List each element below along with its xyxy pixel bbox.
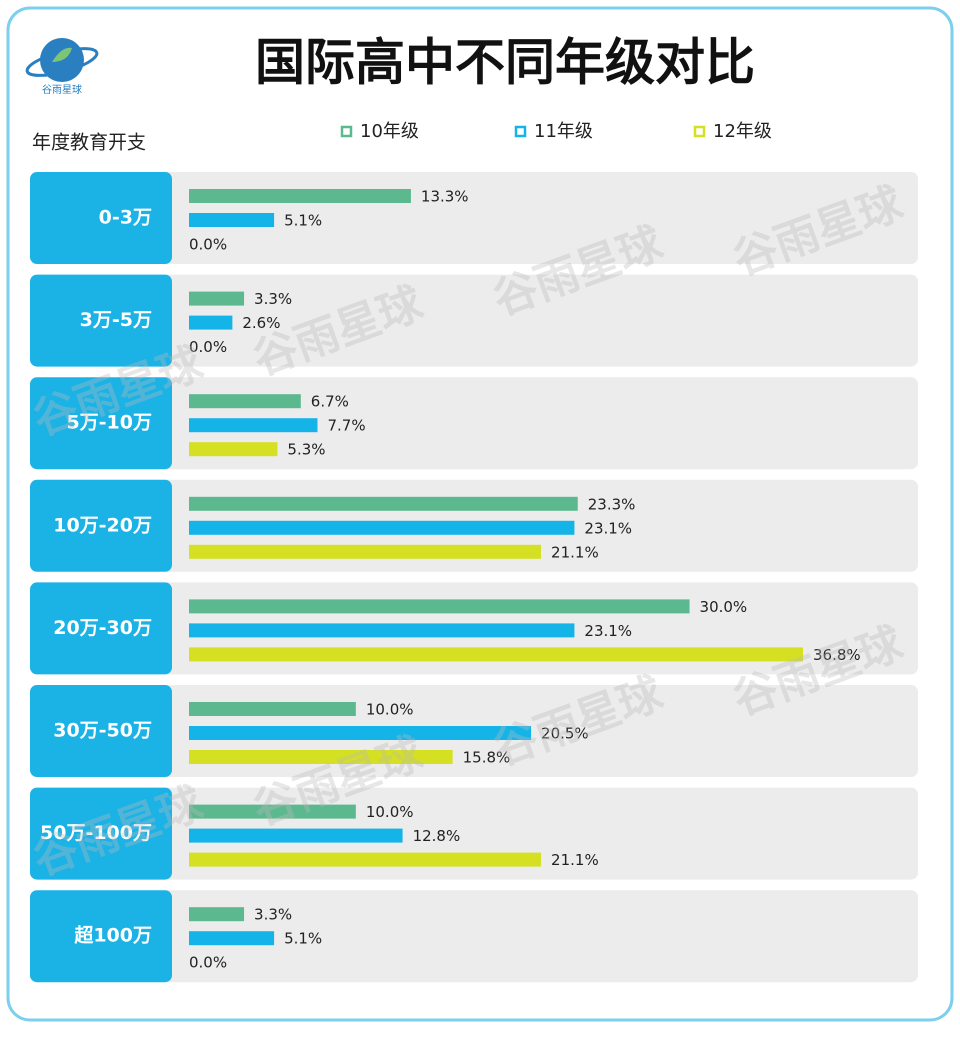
value-label: 7.7% [327, 417, 365, 435]
legend: 10年级 11年级 12年级 [340, 121, 772, 142]
value-label: 3.3% [254, 290, 292, 308]
bar [189, 418, 318, 433]
value-label: 12.8% [413, 827, 461, 845]
value-label: 23.3% [588, 495, 636, 513]
bar [189, 931, 275, 946]
category-label: 0-3万 [99, 207, 152, 229]
category-box [30, 685, 172, 777]
value-label: 5.1% [284, 930, 322, 948]
legend-label: 12年级 [713, 121, 772, 142]
category-box [30, 890, 172, 983]
value-label: 23.1% [584, 519, 632, 537]
bar [189, 750, 453, 764]
category-box [30, 787, 172, 880]
bar [189, 291, 245, 306]
value-label: 21.1% [551, 543, 599, 561]
bar [189, 702, 356, 716]
row: 20万-30万 30.0% 23.1% 36.8% [30, 582, 918, 675]
logo-text: 谷雨星球 [42, 83, 82, 96]
bar [189, 544, 542, 559]
chart-title: 国际高中不同年级对比 [255, 34, 755, 92]
value-label: 0.0% [189, 338, 227, 356]
value-label: 5.1% [284, 212, 322, 230]
bar [189, 907, 245, 922]
value-label: 20.5% [541, 725, 589, 743]
value-label: 10.0% [366, 701, 414, 719]
category-box [30, 479, 172, 572]
row-background [160, 377, 918, 470]
value-label: 23.1% [584, 622, 632, 640]
bar [189, 520, 575, 535]
legend-swatch [693, 125, 706, 138]
legend-swatch [514, 125, 527, 138]
row: 3万-5万 3.3% 2.6% 0.0% [30, 274, 918, 367]
category-label: 10万-20万 [53, 514, 152, 536]
row: 5万-10万 6.7% 7.7%5.3% [30, 377, 918, 470]
category-box [30, 582, 172, 675]
legend-label: 10年级 [360, 121, 419, 142]
category-label: 5万-10万 [66, 412, 152, 434]
value-label: 6.7% [311, 393, 349, 411]
logo: 谷雨星球 [25, 38, 99, 96]
row: 30万-50万 10.0% 20.5% 15.8% [30, 685, 918, 777]
bar [189, 315, 233, 330]
bar [189, 647, 803, 662]
bar [189, 852, 542, 867]
category-label: 50万-100万 [40, 822, 152, 844]
axis-title: 年度教育开支 [32, 132, 146, 154]
legend-swatch [340, 125, 353, 138]
rows: 0-3万 13.3% 5.1% 0.0% 3万-5万 3.3% 2.6% 0.0% 5万-10万… [30, 172, 918, 983]
row-background [160, 890, 918, 983]
value-label: 0.0% [189, 954, 227, 972]
legend-label: 11年级 [534, 121, 593, 142]
bar [189, 623, 575, 638]
category-label: 30万-50万 [53, 720, 152, 742]
row: 超100万 3.3% 5.1% 0.0% [30, 890, 918, 983]
value-label: 15.8% [463, 749, 511, 767]
row-background [160, 274, 918, 367]
value-label: 3.3% [254, 906, 292, 924]
value-label: 30.0% [700, 598, 748, 616]
category-label: 3万-5万 [80, 309, 152, 331]
row: 0-3万 13.3% 5.1% 0.0% [30, 172, 918, 264]
value-label: 0.0% [189, 236, 227, 254]
value-label: 10.0% [366, 803, 414, 821]
category-box [30, 172, 172, 264]
bar [189, 496, 578, 511]
bar [189, 189, 411, 203]
value-label: 13.3% [421, 188, 469, 206]
category-box [30, 274, 172, 367]
category-box [30, 377, 172, 470]
bar [189, 213, 275, 227]
category-label: 20万-30万 [53, 617, 152, 639]
value-label: 21.1% [551, 851, 599, 869]
bar [189, 828, 403, 843]
bar [189, 599, 690, 614]
row: 10万-20万 23.3% 23.1% 21.1% [30, 479, 918, 572]
bar [189, 442, 278, 457]
value-label: 5.3% [287, 441, 325, 459]
value-label: 2.6% [242, 314, 280, 332]
bar [189, 726, 532, 740]
value-label: 36.8% [813, 646, 861, 664]
category-label: 超100万 [73, 924, 152, 947]
bar [189, 394, 301, 409]
bar [189, 804, 356, 819]
row: 50万-100万 10.0% 12.8% 21.1% [30, 787, 918, 880]
